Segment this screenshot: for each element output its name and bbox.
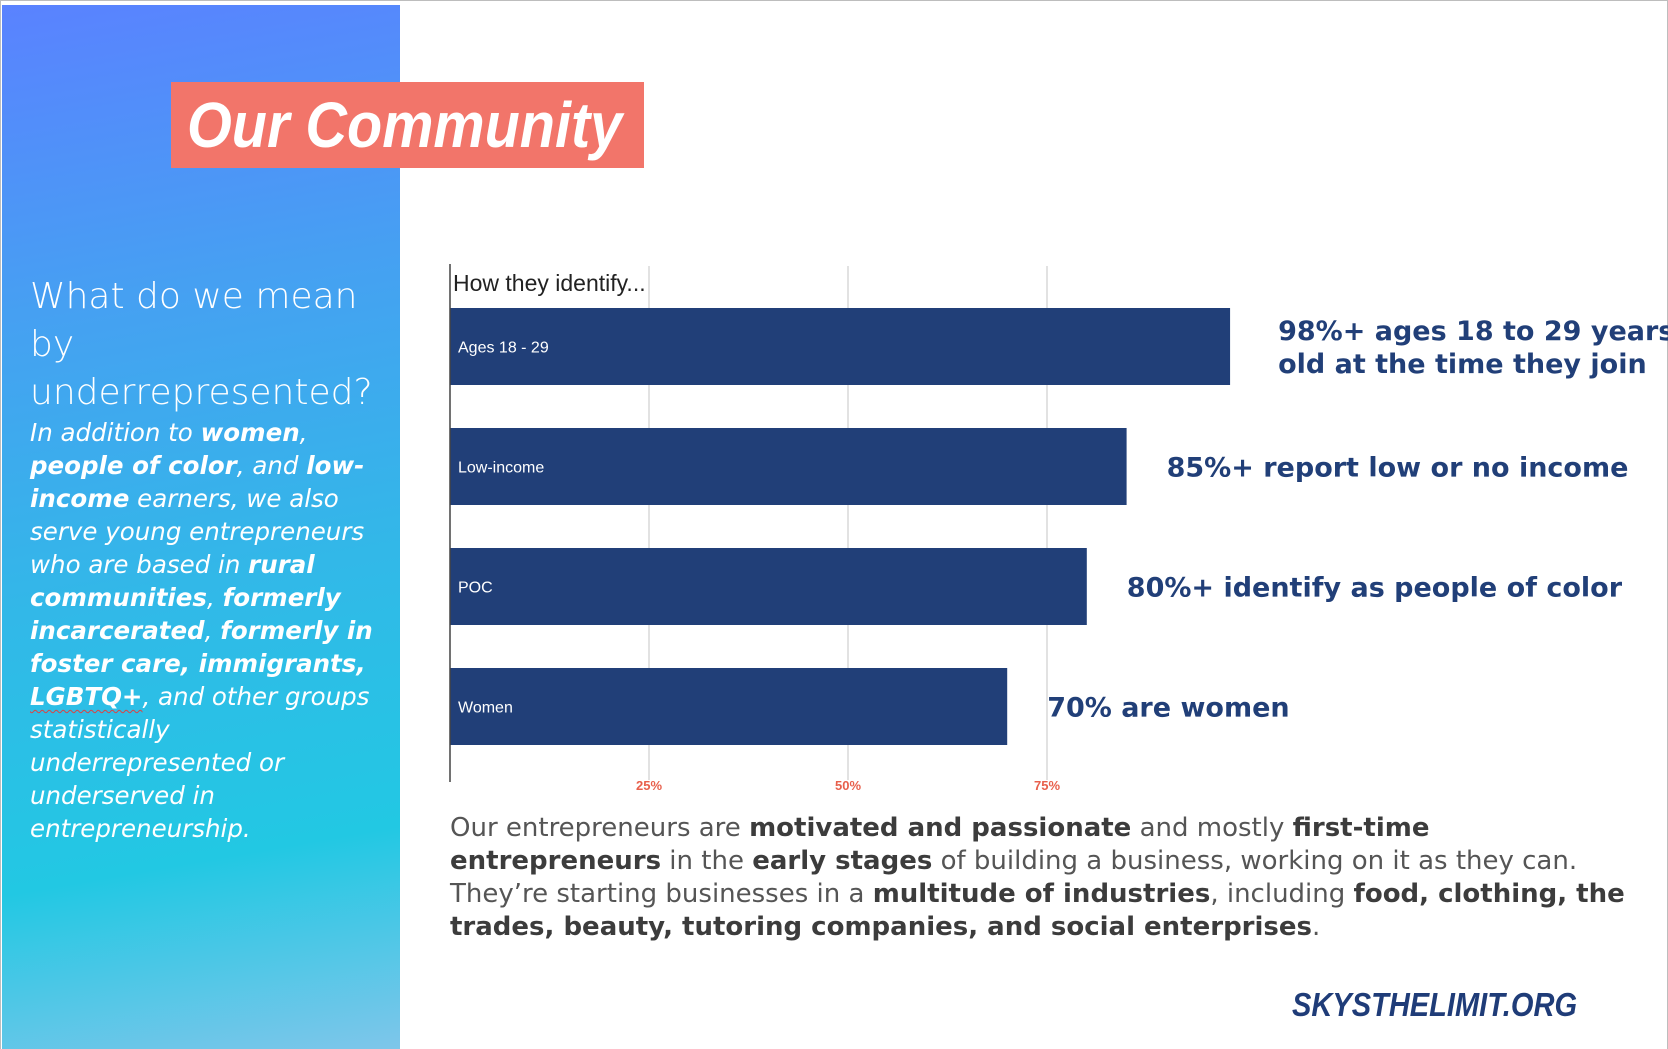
category-label: Women [458, 700, 513, 717]
bar [450, 548, 1087, 625]
bold-segment-lgbtq: LGBTQ+ [30, 682, 143, 711]
text-segment: . [1312, 912, 1321, 942]
text-segment: , and [236, 451, 307, 480]
data-annotation: 98%+ ages 18 to 29 years [1278, 316, 1668, 347]
logo: SKYSTHELIMIT.ORG [1292, 986, 1578, 1023]
data-annotation: 85%+ report low or no income [1167, 453, 1629, 484]
bold-segment: multitude of industries [872, 879, 1211, 909]
bold-segment: food, clothing, the trades, beauty, tuto… [450, 879, 1625, 942]
slide-title: Our Community [187, 89, 623, 161]
bar-chart: 25% 50% 75% Ages 18 - 29 98%+ ages 18 to 29 … [449, 264, 1668, 793]
text-segment: Our entrepreneurs are [450, 813, 750, 843]
sidebar-paragraph: In addition to women, people of color, a… [30, 416, 396, 845]
sidebar-panel: What do we mean by underrepresented? In … [2, 5, 400, 1049]
bold-segment: rural communities [30, 550, 315, 612]
x-tick-label: 25% [636, 778, 662, 793]
chart-title: How they identify... [453, 270, 646, 296]
x-tick-label: 75% [1034, 778, 1060, 793]
data-annotation: 70% are women [1047, 693, 1289, 724]
text-segment: in the [661, 846, 753, 876]
data-annotation: 80%+ identify as people of color [1127, 573, 1623, 604]
data-annotation: old at the time they join [1278, 349, 1647, 380]
bold-segment: first-time entrepreneurs [450, 813, 1430, 876]
bold-segment: motivated and passionate [749, 813, 1132, 843]
category-label: POC [458, 580, 493, 597]
bar [450, 428, 1127, 505]
text-segment: earners, we also serve young entrepreneu… [30, 484, 365, 579]
bar [450, 308, 1231, 385]
title-banner: Our Community [171, 82, 644, 168]
bold-segment: early stages [752, 846, 933, 876]
category-label: Ages 18 - 29 [458, 340, 549, 357]
bold-segment: people of color [30, 451, 237, 480]
text-segment: , [299, 418, 308, 447]
bold-segment: formerly incarcerated [30, 583, 341, 645]
bold-segment: low-income [30, 451, 365, 513]
category-label: Low-income [458, 460, 544, 477]
x-tick-label: 50% [835, 778, 861, 793]
text-segment: , and other groups statistically underre… [30, 682, 370, 843]
text-segment: In addition to [30, 418, 201, 447]
question-heading: What do we mean by underrepresented? [30, 276, 373, 413]
bottom-paragraph: Our entrepreneurs are motivated and pass… [450, 812, 1630, 944]
text-segment: and mostly [1131, 813, 1293, 843]
bold-segment: formerly in foster care, immigrants, [30, 616, 373, 678]
text-segment: , [207, 583, 223, 612]
bold-segment: women [200, 418, 300, 447]
text-segment: , [204, 616, 221, 645]
bar [450, 668, 1008, 745]
text-segment: of building a business, working on it as… [450, 846, 1578, 909]
text-segment: , including [1210, 879, 1354, 909]
